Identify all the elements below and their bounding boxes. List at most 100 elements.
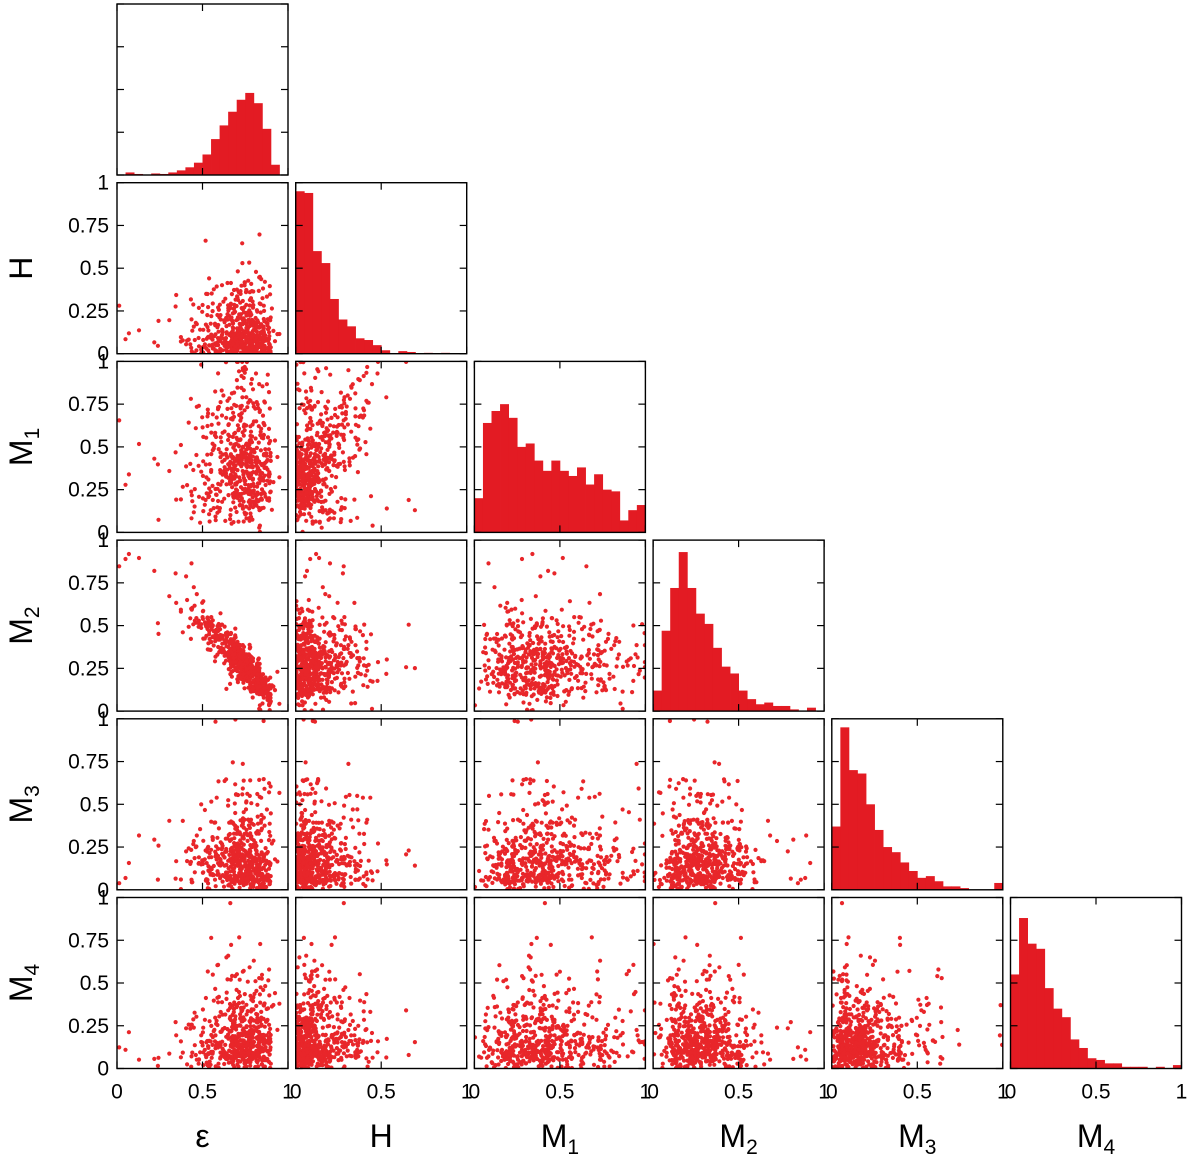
point	[222, 465, 227, 470]
point	[295, 503, 300, 508]
point	[218, 840, 223, 845]
point	[537, 638, 542, 643]
point	[239, 841, 244, 846]
point	[537, 663, 543, 668]
point	[245, 446, 250, 451]
point	[200, 309, 205, 314]
point	[322, 453, 327, 458]
point	[216, 371, 221, 376]
point	[211, 863, 216, 869]
point	[542, 792, 548, 798]
point	[206, 348, 211, 353]
point	[226, 644, 231, 650]
point	[222, 661, 227, 666]
point	[173, 450, 178, 455]
point	[268, 833, 273, 838]
point	[180, 484, 185, 489]
point	[314, 820, 319, 825]
point	[228, 507, 233, 512]
point	[559, 862, 564, 867]
point	[618, 881, 623, 886]
point	[311, 820, 316, 825]
point	[206, 641, 211, 646]
point	[241, 778, 246, 783]
point	[237, 885, 242, 890]
point	[199, 625, 204, 631]
point	[191, 510, 196, 515]
point	[241, 836, 246, 841]
point	[309, 629, 314, 634]
point	[323, 404, 328, 409]
point	[234, 378, 239, 383]
point	[365, 400, 370, 405]
point	[239, 411, 244, 416]
point	[318, 866, 323, 871]
point	[528, 837, 534, 842]
point	[327, 869, 332, 874]
point	[595, 836, 601, 841]
point	[350, 653, 356, 658]
point	[507, 885, 513, 890]
point	[201, 459, 206, 464]
point	[543, 851, 548, 856]
point	[503, 634, 508, 639]
point	[206, 305, 211, 310]
point	[568, 667, 573, 672]
hist-bar-M2-6	[704, 623, 714, 712]
point	[532, 829, 537, 835]
point	[262, 279, 267, 284]
point	[504, 623, 509, 628]
point	[200, 609, 205, 614]
point	[301, 458, 307, 463]
point	[579, 831, 584, 836]
point	[361, 683, 366, 688]
point	[230, 652, 236, 657]
point	[200, 302, 205, 308]
point	[524, 690, 529, 695]
point	[310, 609, 315, 614]
point	[548, 858, 554, 863]
point	[529, 662, 534, 667]
point	[194, 322, 199, 327]
point	[220, 650, 225, 655]
point	[213, 430, 218, 435]
point	[346, 761, 351, 767]
point	[538, 646, 543, 652]
point	[174, 859, 179, 864]
point	[209, 314, 214, 319]
point	[167, 818, 172, 823]
point	[264, 807, 269, 812]
point	[307, 485, 313, 490]
point	[335, 415, 340, 420]
point	[217, 856, 222, 861]
point	[277, 331, 282, 337]
point	[219, 388, 224, 393]
point	[238, 418, 243, 423]
point	[497, 810, 502, 816]
point	[488, 637, 493, 642]
point	[513, 671, 518, 676]
point	[209, 467, 214, 473]
point	[275, 669, 280, 674]
point	[335, 430, 340, 435]
point	[297, 664, 302, 669]
point	[637, 668, 642, 673]
point	[300, 462, 305, 467]
point	[200, 415, 205, 420]
point	[353, 867, 358, 872]
point	[501, 665, 506, 670]
point	[369, 706, 375, 711]
point	[259, 497, 264, 502]
point	[525, 707, 530, 712]
point	[211, 287, 216, 292]
point	[519, 878, 524, 883]
point	[356, 656, 361, 661]
point	[631, 623, 636, 628]
point	[612, 643, 617, 648]
point	[255, 873, 260, 878]
point	[167, 594, 172, 599]
point	[224, 632, 229, 637]
point	[515, 618, 520, 623]
point	[253, 859, 258, 864]
point	[321, 858, 326, 864]
